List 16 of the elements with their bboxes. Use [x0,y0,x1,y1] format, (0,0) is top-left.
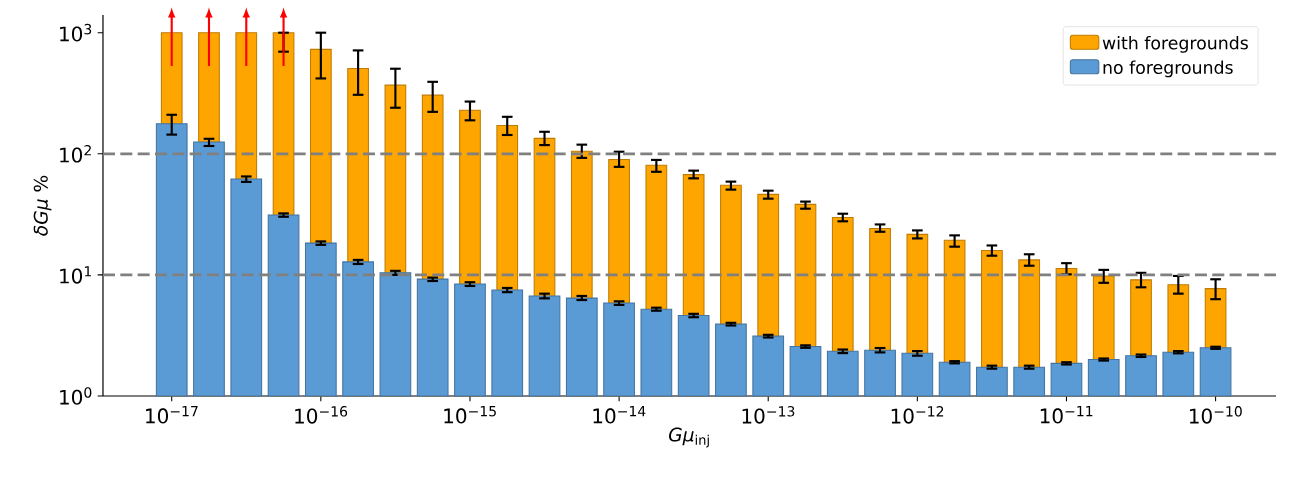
x-tick-label: 10$^{−17}$ [146,406,198,424]
x-tick-label: 10$^{−16}$ [295,406,348,424]
y-tick-label: 10$^{3}$ [60,23,92,42]
y-tick-label: 10$^{2}$ [60,144,91,163]
legend-label: with foregrounds [1102,36,1248,53]
x-tick-label: 10$^{−10}$ [1189,406,1242,424]
y-axis-title: δGμ % [33,175,52,236]
x-tick-label: 10$^{−12}$ [891,406,944,424]
y-tick-label: 10$^{1}$ [60,266,91,284]
x-tick-label: 10$^{−14}$ [593,406,646,424]
x-tick-label: 10$^{−15}$ [444,406,496,424]
x-tick-label: 10$^{−13}$ [742,406,795,424]
legend-label: no foregrounds [1103,60,1233,78]
y-tick-label: 10$^{0}$ [60,387,92,405]
x-tick-label: 10$^{−11}$ [1040,406,1093,424]
x-axis-title: Gμ$_{inj}$ [669,427,709,448]
